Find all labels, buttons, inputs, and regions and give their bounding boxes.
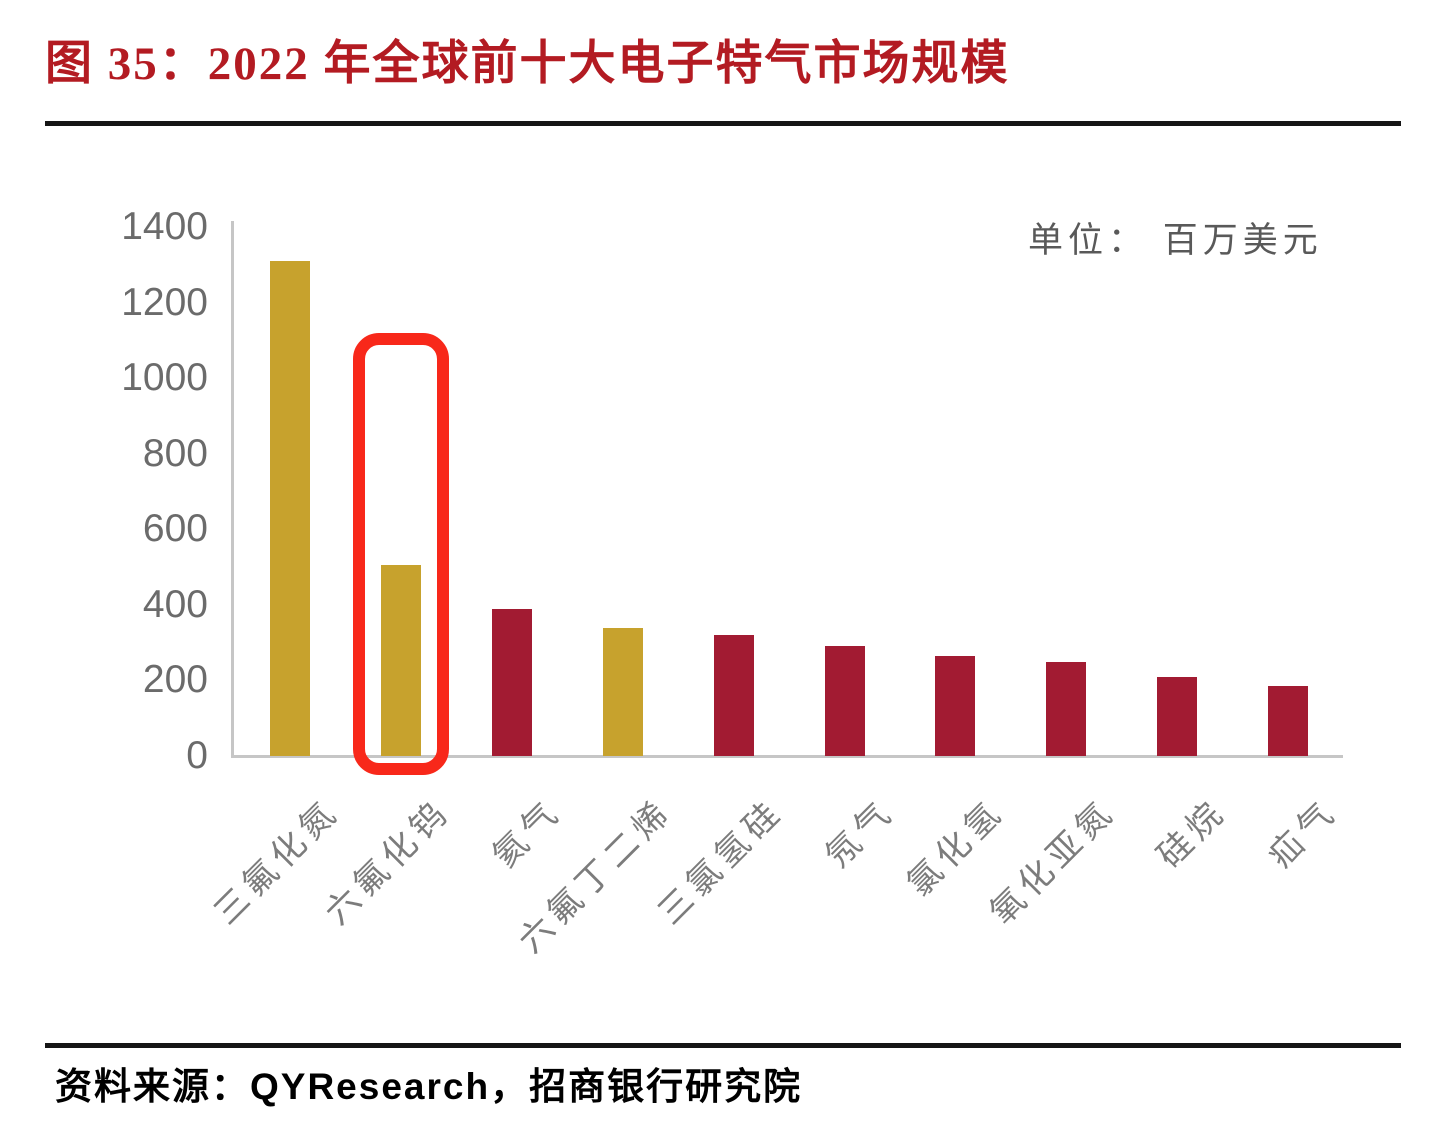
category-label-疝气: 疝气 xyxy=(1261,792,1345,876)
bar-三氯氢硅 xyxy=(713,635,754,756)
y-tick-800: 800 xyxy=(142,431,208,475)
figure-title: 图 35：2022 年全球前十大电子特气市场规模 xyxy=(45,38,1010,90)
y-tick-200: 200 xyxy=(142,658,208,702)
bar-三氟化氮 xyxy=(270,261,310,756)
source-attribution: 资料来源：QYResearch，招商银行研究院 xyxy=(55,1066,803,1107)
category-label-氯化氢: 氯化氢 xyxy=(900,792,1013,904)
bar-氯化氢 xyxy=(935,656,976,756)
x-axis-line xyxy=(231,755,1343,758)
bar-氦气 xyxy=(491,609,532,756)
highlight-box xyxy=(352,333,449,775)
y-tick-1200: 1200 xyxy=(121,280,208,324)
category-label-硅烷: 硅烷 xyxy=(1150,792,1235,876)
top-divider-line xyxy=(45,121,1401,126)
bar-硅烷 xyxy=(1157,677,1198,756)
category-label-氦气: 氦气 xyxy=(485,792,569,876)
unit-label: 单位： 百万美元 xyxy=(1028,221,1323,260)
category-label-氖气: 氖气 xyxy=(817,792,902,876)
y-tick-0: 0 xyxy=(186,734,208,777)
y-tick-1000: 1000 xyxy=(121,356,208,400)
y-tick-1400: 1400 xyxy=(121,205,208,248)
bar-六氟丁二烯 xyxy=(602,628,643,756)
bar-氖气 xyxy=(824,646,865,756)
bar-疝气 xyxy=(1268,686,1309,756)
y-axis-line xyxy=(231,221,234,758)
bar-六氟化钨 xyxy=(380,565,421,756)
bottom-divider-line xyxy=(45,1043,1401,1048)
bar-氧化亚氮 xyxy=(1046,662,1087,756)
y-tick-600: 600 xyxy=(142,507,208,551)
y-tick-400: 400 xyxy=(142,582,208,626)
